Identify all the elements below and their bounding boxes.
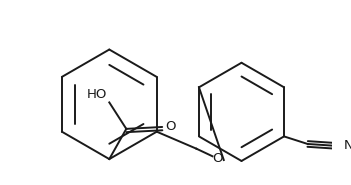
Text: O: O [165, 120, 176, 133]
Text: N: N [344, 139, 351, 152]
Text: HO: HO [87, 88, 107, 100]
Text: O: O [212, 152, 223, 165]
